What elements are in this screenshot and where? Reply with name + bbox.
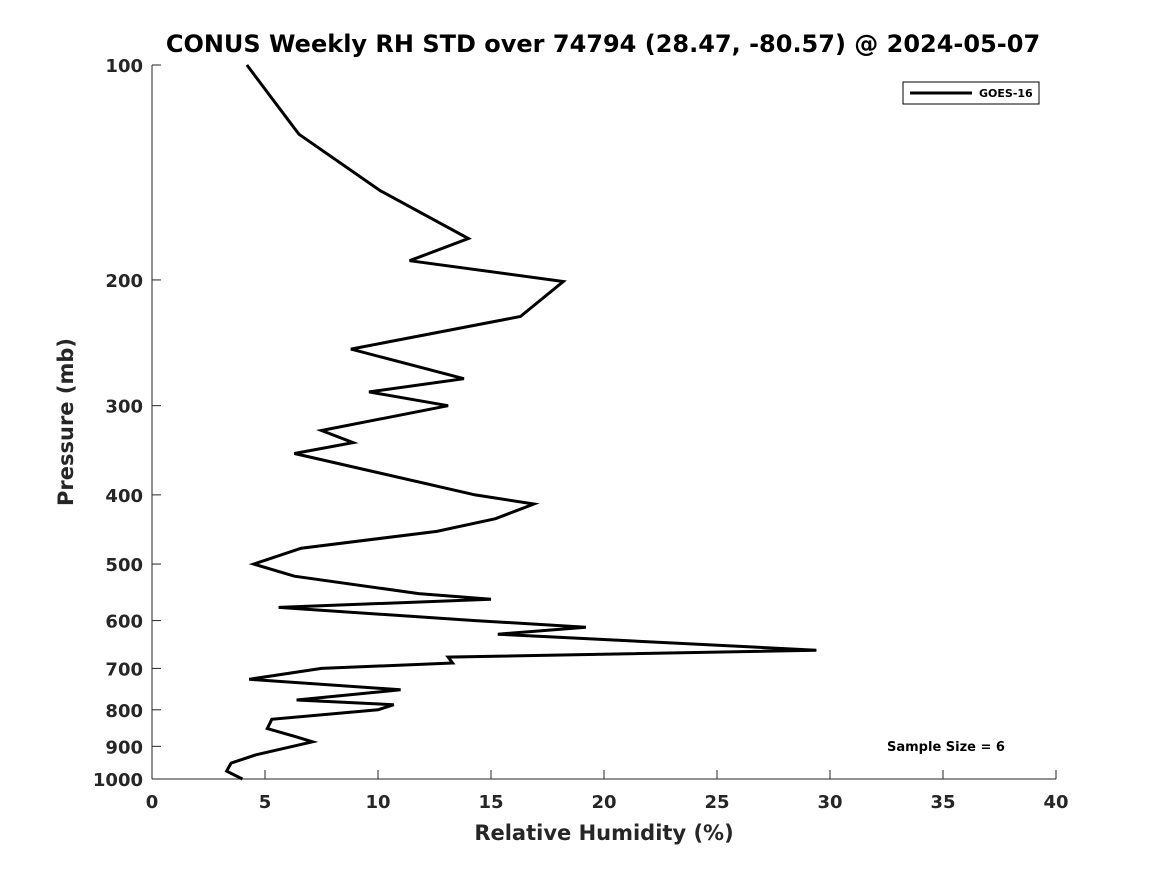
y-tick-label: 200: [105, 271, 143, 292]
y-tick-label: 900: [105, 737, 143, 758]
y-tick-label: 600: [105, 612, 143, 633]
plot-area: [151, 65, 1056, 780]
x-axis-label: Relative Humidity (%): [474, 821, 733, 845]
sample-size-note: Sample Size = 6: [887, 740, 1005, 755]
y-tick-label: 800: [105, 701, 143, 722]
x-tick-label: 40: [1043, 792, 1068, 813]
x-tick-label: 15: [478, 792, 503, 813]
y-tick-label: 1000: [93, 770, 143, 791]
y-tick-label: 500: [105, 555, 143, 576]
y-axis-ticks: 100 200 300 400 500 600 700 800 900 1000: [93, 56, 161, 791]
x-tick-label: 20: [591, 792, 616, 813]
x-tick-label: 35: [930, 792, 955, 813]
legend: GOES-16: [902, 81, 1040, 105]
y-tick-label: 400: [105, 486, 143, 507]
y-axis-label: Pressure (mb): [54, 338, 78, 506]
series-layer: [224, 64, 817, 781]
x-axis-ticks: 0 5 10 15 20 25 30 35 40: [146, 770, 1069, 813]
y-tick-label: 700: [105, 659, 143, 680]
x-tick-label: 25: [704, 792, 729, 813]
x-tick-label: 5: [259, 792, 272, 813]
y-tick-label: 100: [105, 56, 143, 77]
y-tick-label: 300: [105, 397, 143, 418]
series-line-goes-16: [224, 64, 817, 781]
x-tick-label: 10: [365, 792, 390, 813]
x-tick-label: 0: [146, 792, 159, 813]
chart-title: CONUS Weekly RH STD over 74794 (28.47, -…: [166, 30, 1040, 58]
legend-label-goes-16: GOES-16: [979, 87, 1033, 100]
x-tick-label: 30: [817, 792, 842, 813]
